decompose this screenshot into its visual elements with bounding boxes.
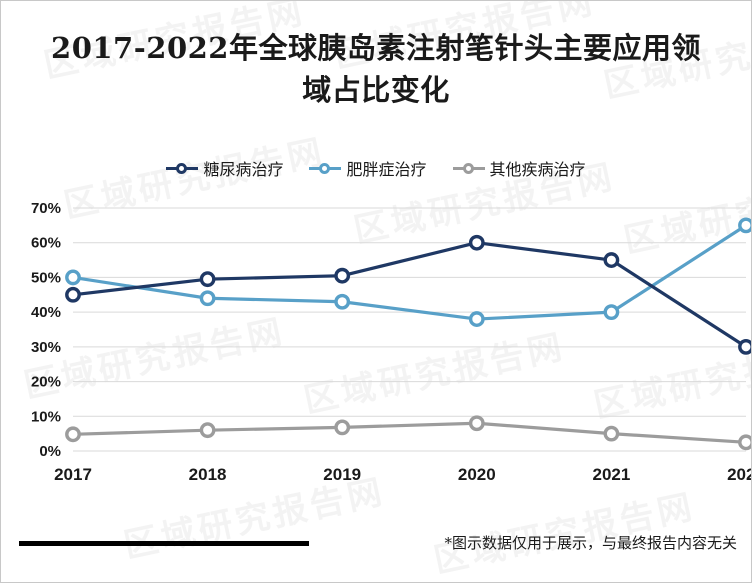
legend-marker-icon [309, 160, 342, 176]
data-point-marker[interactable] [468, 415, 485, 432]
series-line [71, 241, 748, 349]
x-axis-tick-label: 2019 [323, 465, 361, 484]
chart-legend: 糖尿病治疗 肥胖症治疗 其他疾病治疗 [1, 156, 751, 180]
x-axis-tick-label: 2021 [592, 465, 630, 484]
legend-marker-icon [166, 160, 199, 176]
y-axis-tick-label: 0% [39, 443, 61, 460]
legend-item-diabetes[interactable]: 糖尿病治疗 [166, 156, 283, 180]
y-axis-tick-label: 40% [31, 304, 61, 321]
data-point-marker[interactable] [199, 290, 216, 307]
data-point-marker[interactable] [199, 422, 216, 439]
line-chart-svg: 0% 10% 20% 30% 40% 50% 60% 70% 2017 2018 2019 2020… [31, 200, 752, 484]
legend-label-other: 其他疾病治疗 [489, 160, 586, 179]
y-axis-tick-label: 20% [31, 374, 61, 391]
x-axis-tick-label: 2020 [458, 465, 496, 484]
data-point-marker[interactable] [334, 267, 351, 284]
chart-title: 2017-2022年全球胰岛素注射笔针头主要应用领域占比变化 [51, 31, 701, 108]
y-axis-tick-label: 60% [31, 235, 61, 252]
chart-footer: *图示数据仅用于展示，与最终报告内容无关 [1, 532, 751, 568]
legend-label-obesity: 肥胖症治疗 [346, 160, 427, 179]
legend-dot [462, 163, 474, 174]
footnote-text: *图示数据仅用于展示，与最终报告内容无关 [444, 534, 737, 552]
data-point-marker[interactable] [468, 234, 485, 251]
y-axis-tick-label: 10% [31, 408, 61, 425]
x-axis-tick-label: 2018 [189, 465, 227, 484]
footer-rule [19, 541, 309, 546]
y-axis-tick-label: 70% [31, 200, 61, 217]
legend-dot [319, 163, 331, 174]
y-axis-tick-label: 30% [31, 339, 61, 356]
x-axis-tick-label: 2022 [727, 465, 752, 484]
legend-dot [176, 163, 188, 174]
x-axis-labels: 2017 2018 2019 2020 2021 2022 [54, 465, 752, 484]
data-point-marker[interactable] [603, 425, 620, 442]
data-point-marker[interactable] [65, 426, 81, 443]
y-axis-labels: 0% 10% 20% 30% 40% 50% 60% 70% [31, 200, 61, 460]
data-point-marker[interactable] [334, 293, 351, 310]
data-point-marker[interactable] [603, 304, 620, 321]
data-point-marker[interactable] [65, 269, 81, 286]
data-point-marker[interactable] [199, 271, 216, 288]
x-axis-tick-label: 2017 [54, 465, 92, 484]
data-point-marker[interactable] [738, 217, 752, 234]
data-point-marker[interactable] [65, 286, 81, 303]
legend-item-obesity[interactable]: 肥胖症治疗 [309, 156, 427, 180]
legend-marker-icon [452, 160, 485, 176]
series-group [65, 217, 752, 451]
legend-label-diabetes: 糖尿病治疗 [203, 160, 284, 179]
data-point-marker[interactable] [738, 338, 752, 355]
series-line [71, 223, 748, 321]
data-point-marker[interactable] [603, 252, 620, 268]
gridlines-group [73, 207, 746, 452]
data-point-marker[interactable] [334, 419, 351, 436]
data-point-marker[interactable] [468, 311, 485, 327]
chart-title-container: 2017-2022年全球胰岛素注射笔针头主要应用领域占比变化 [1, 27, 751, 111]
plot-area: 0% 10% 20% 30% 40% 50% 60% 70% 2017 2018 2019 2020… [1, 186, 752, 506]
series-line [71, 421, 748, 444]
legend-item-other[interactable]: 其他疾病治疗 [452, 156, 586, 180]
y-axis-tick-label: 50% [31, 269, 61, 286]
data-point-marker[interactable] [738, 434, 752, 451]
